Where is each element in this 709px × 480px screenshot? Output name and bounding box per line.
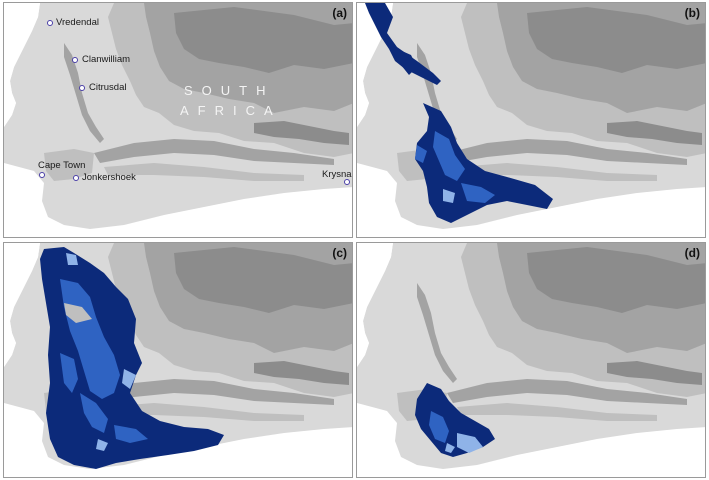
country-label-line-2: AFRICA (180, 103, 282, 118)
map-panel-b: (b) (356, 2, 706, 238)
town-label-krysna: Krysna (322, 169, 352, 180)
map-panel-c: (c) (3, 242, 353, 478)
town-marker-jonkershoek (73, 175, 79, 181)
basemap-b (357, 3, 705, 237)
map-panel-a: (a) SOUTH AFRICA Vredendal Clanwilliam C… (3, 2, 353, 238)
town-label-cape-town: Cape Town (38, 160, 86, 171)
town-label-citrusdal: Citrusdal (89, 82, 127, 93)
map-panel-d: (d) (356, 242, 706, 478)
town-marker-cape-town (39, 172, 45, 178)
distribution-layer-c (40, 247, 224, 469)
basemap-a (4, 3, 352, 237)
panel-label-c: (c) (332, 246, 347, 260)
panel-label-a: (a) (332, 6, 347, 20)
town-marker-citrusdal (79, 85, 85, 91)
panel-label-d: (d) (684, 246, 700, 260)
town-marker-krysna (344, 179, 350, 185)
basemap-c (4, 243, 352, 477)
country-label-line-1: SOUTH (184, 83, 275, 98)
basemap-d (357, 243, 705, 477)
distribution-layer-d (415, 383, 495, 457)
distribution-layer-b (365, 3, 553, 223)
town-label-jonkershoek: Jonkershoek (82, 172, 136, 183)
town-marker-vredendal (47, 20, 53, 26)
town-label-vredendal: Vredendal (56, 17, 99, 28)
town-marker-clanwilliam (72, 57, 78, 63)
town-label-clanwilliam: Clanwilliam (82, 54, 131, 65)
panel-label-b: (b) (684, 6, 700, 20)
